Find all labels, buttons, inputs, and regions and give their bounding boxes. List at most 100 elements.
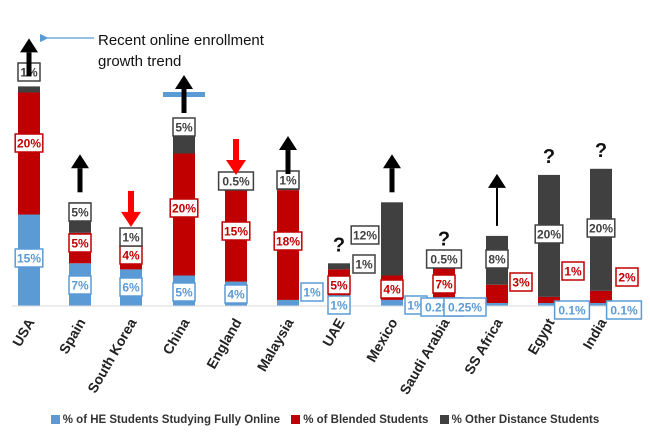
trend-up-spain bbox=[77, 168, 83, 193]
x-tick-south-korea: South Korea bbox=[84, 315, 140, 395]
trend-down-head-south-korea bbox=[121, 211, 141, 227]
label-box-india-2 bbox=[586, 218, 616, 238]
data-label-mexico-2: 12% bbox=[353, 229, 377, 243]
label-box-uae-0 bbox=[327, 295, 351, 315]
data-label-ss-africa-1: 3% bbox=[512, 276, 530, 290]
label-box-india-1 bbox=[615, 267, 639, 287]
label-box-malaysia-0 bbox=[300, 282, 324, 302]
data-label-usa-0: 15% bbox=[17, 252, 41, 266]
legend-swatch-online bbox=[50, 415, 60, 424]
label-box-egypt-0 bbox=[553, 300, 591, 320]
trend-up-head-ss-africa bbox=[488, 173, 506, 188]
data-label-spain-0: 7% bbox=[71, 279, 89, 293]
legend: % of HE Students Studying Fully Online %… bbox=[0, 414, 650, 426]
x-tick-spain: Spain bbox=[56, 316, 89, 357]
bar-malaysia-seg0 bbox=[277, 299, 299, 306]
trend-up-head-malaysia bbox=[279, 136, 297, 150]
data-label-spain-2: 5% bbox=[71, 206, 89, 220]
x-tick-saudi-arabia: Saudi Arabia bbox=[396, 315, 452, 397]
legend-swatch-other bbox=[439, 415, 449, 424]
data-label-ss-africa-0: 0.25% bbox=[448, 301, 482, 315]
bar-uae-seg2 bbox=[328, 263, 350, 270]
label-box-spain-0 bbox=[68, 275, 92, 295]
legend-label-online: % of HE Students Studying Fully Online bbox=[62, 414, 280, 426]
x-tick-mexico: Mexico bbox=[363, 316, 401, 365]
data-label-uae-1: 5% bbox=[330, 279, 348, 293]
data-label-south-korea-2: 1% bbox=[122, 231, 140, 245]
trend-up-malaysia bbox=[285, 150, 291, 174]
trend-unknown-india: ? bbox=[595, 140, 607, 162]
data-label-mexico-1: 4% bbox=[383, 283, 401, 297]
bar-egypt-seg1 bbox=[538, 296, 560, 303]
trend-unknown-egypt: ? bbox=[543, 146, 555, 168]
label-box-ss-africa-1 bbox=[509, 272, 533, 292]
trend-up-usa bbox=[26, 52, 32, 77]
trend-unknown-saudi-arabia: ? bbox=[438, 228, 450, 250]
data-label-egypt-0: 0.1% bbox=[558, 304, 586, 318]
label-box-egypt-1 bbox=[561, 261, 585, 281]
legend-item-other: % Other Distance Students bbox=[439, 414, 600, 426]
data-label-saudi-arabia-2: 0.5% bbox=[430, 253, 458, 267]
trend-unknown-uae: ? bbox=[333, 234, 345, 256]
label-box-malaysia-1 bbox=[273, 231, 303, 251]
label-box-spain-2 bbox=[68, 202, 92, 222]
label-box-usa-1 bbox=[14, 133, 44, 153]
label-box-mexico-2 bbox=[350, 225, 380, 245]
data-label-england-1: 15% bbox=[224, 225, 248, 239]
data-label-india-2: 20% bbox=[589, 222, 613, 236]
x-tick-usa: USA bbox=[9, 316, 38, 350]
legend-item-blended: % of Blended Students bbox=[291, 414, 431, 426]
trend-up-head-mexico bbox=[383, 154, 401, 169]
data-label-india-0: 0.1% bbox=[610, 304, 638, 318]
label-box-ss-africa-2 bbox=[485, 249, 509, 269]
data-label-egypt-2: 20% bbox=[537, 228, 561, 242]
data-label-egypt-1: 1% bbox=[564, 265, 582, 279]
label-box-uae-2 bbox=[352, 254, 376, 274]
bar-usa-seg1 bbox=[18, 92, 40, 215]
x-tick-uae: UAE bbox=[319, 316, 348, 350]
data-label-china-0: 5% bbox=[175, 286, 193, 300]
label-box-saudi-arabia-2 bbox=[425, 249, 463, 269]
data-label-usa-1: 20% bbox=[17, 137, 41, 151]
data-label-south-korea-0: 6% bbox=[122, 281, 140, 295]
data-label-uae-2: 1% bbox=[355, 258, 373, 272]
label-box-saudi-arabia-1 bbox=[432, 274, 456, 294]
label-box-spain-1 bbox=[68, 233, 92, 253]
data-label-malaysia-1: 18% bbox=[276, 235, 300, 249]
trend-up-ss-africa bbox=[496, 187, 498, 226]
label-box-england-1 bbox=[221, 221, 251, 241]
label-box-ss-africa-0 bbox=[443, 297, 487, 317]
x-tick-malaysia: Malaysia bbox=[254, 315, 297, 374]
label-box-china-1 bbox=[169, 198, 199, 218]
label-box-south-korea-0 bbox=[119, 277, 143, 297]
bar-egypt-seg0 bbox=[538, 303, 560, 306]
x-tick-egypt: Egypt bbox=[524, 315, 557, 357]
bar-ss-africa-seg0 bbox=[486, 303, 508, 306]
x-tick-india: India bbox=[579, 315, 609, 351]
data-label-england-2: 0.5% bbox=[222, 175, 250, 189]
trend-up-mexico bbox=[389, 168, 395, 193]
bar-mexico-seg0 bbox=[381, 299, 403, 306]
label-box-usa-0 bbox=[14, 248, 44, 268]
label-box-uae-1 bbox=[327, 275, 351, 295]
legend-swatch-blended bbox=[291, 415, 301, 424]
data-label-china-2: 5% bbox=[175, 121, 193, 135]
trend-down-head-england bbox=[226, 160, 246, 176]
data-label-malaysia-2: 1% bbox=[279, 174, 297, 188]
label-box-england-0 bbox=[224, 284, 248, 304]
legend-label-other: % Other Distance Students bbox=[451, 414, 600, 426]
trend-up-china bbox=[181, 89, 187, 113]
bar-mexico-seg2 bbox=[381, 202, 403, 276]
trend-up-head-spain bbox=[71, 154, 89, 169]
legend-label-blended: % of Blended Students bbox=[303, 414, 429, 426]
trend-up-head-china bbox=[175, 75, 193, 89]
data-label-malaysia-0: 1% bbox=[303, 286, 321, 300]
data-label-uae-0: 1% bbox=[330, 299, 348, 313]
bar-india-seg0 bbox=[590, 303, 612, 306]
trend-annotation: Recent online enrollment growth trend bbox=[98, 32, 264, 70]
x-tick-china: China bbox=[159, 315, 192, 357]
data-label-india-1: 2% bbox=[618, 271, 636, 285]
x-tick-ss-africa: SS Africa bbox=[461, 315, 506, 377]
bar-usa-seg2 bbox=[18, 86, 40, 93]
